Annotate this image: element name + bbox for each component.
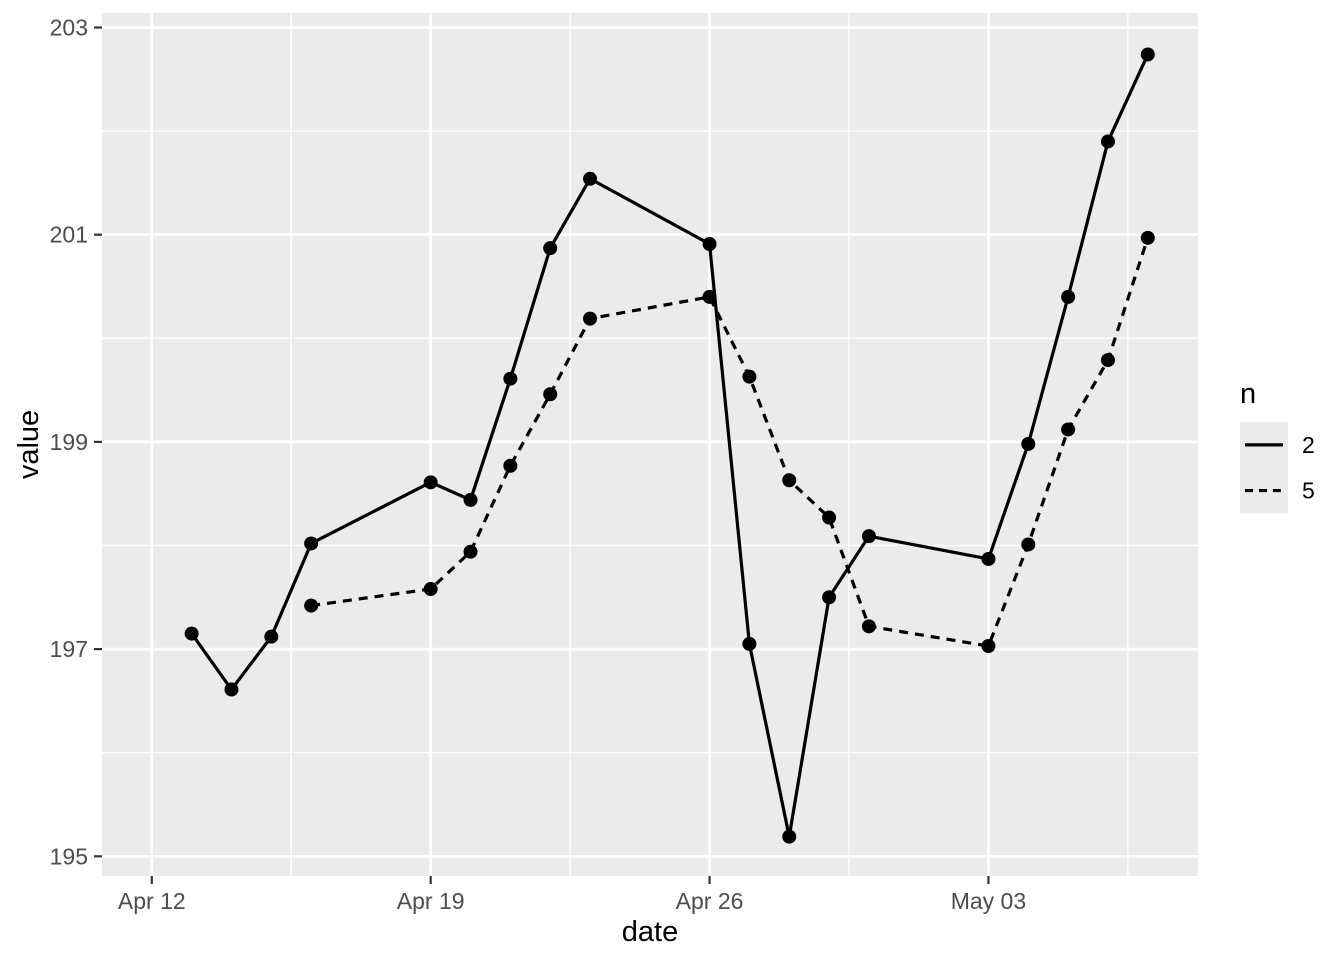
legend-label: 5	[1302, 478, 1315, 504]
legend-label: 2	[1302, 432, 1315, 458]
x-tick-label: Apr 19	[397, 888, 465, 914]
x-tick-label: Apr 12	[118, 888, 186, 914]
data-point	[543, 241, 558, 256]
y-axis-title: value	[13, 410, 45, 479]
data-point	[1140, 230, 1155, 245]
data-point	[861, 619, 876, 634]
axis-tick-labels: Apr 12 Apr 19 Apr 26 May 03 195 197 199 201 203	[50, 15, 1027, 914]
data-point	[702, 237, 717, 252]
data-point	[1100, 353, 1115, 368]
y-tick-label: 199	[50, 429, 88, 455]
data-point	[423, 475, 438, 490]
data-point	[1021, 436, 1036, 451]
data-point	[184, 626, 199, 641]
y-tick-label: 195	[50, 843, 88, 869]
data-point	[1061, 422, 1076, 437]
data-point	[1021, 537, 1036, 552]
x-axis-title: date	[622, 916, 678, 948]
data-point	[822, 510, 837, 525]
data-point	[1140, 47, 1155, 62]
data-point	[264, 629, 279, 644]
data-series	[184, 47, 1155, 844]
data-point	[702, 289, 717, 304]
axis-tick-marks	[94, 26, 990, 884]
data-point	[543, 387, 558, 402]
major-gridlines	[102, 13, 1198, 876]
data-point	[463, 544, 478, 559]
data-point	[304, 536, 319, 551]
data-point	[503, 371, 518, 386]
data-point	[503, 458, 518, 473]
data-point	[583, 311, 598, 326]
data-point	[1100, 134, 1115, 149]
minor-gridlines	[102, 13, 1198, 876]
y-tick-label: 203	[50, 15, 88, 41]
y-tick-label: 197	[50, 636, 88, 662]
data-point	[224, 682, 239, 697]
legend-title: n	[1240, 378, 1256, 410]
data-point	[742, 369, 757, 384]
x-tick-label: May 03	[951, 888, 1026, 914]
data-point	[861, 529, 876, 544]
data-point	[423, 582, 438, 597]
data-point	[463, 492, 478, 507]
y-tick-label: 201	[50, 222, 88, 248]
plot-panel	[102, 13, 1198, 876]
series-5-line	[310, 237, 1150, 648]
data-point	[742, 636, 757, 651]
data-point	[981, 551, 996, 566]
data-point	[822, 590, 837, 605]
data-point	[1061, 289, 1076, 304]
data-point	[782, 473, 797, 488]
data-point	[981, 639, 996, 654]
data-point	[583, 171, 598, 186]
x-tick-label: Apr 26	[676, 888, 744, 914]
data-point	[782, 829, 797, 844]
legend-keys: 25	[1240, 422, 1315, 514]
data-point	[304, 598, 319, 613]
legend: n 25	[1240, 378, 1315, 514]
